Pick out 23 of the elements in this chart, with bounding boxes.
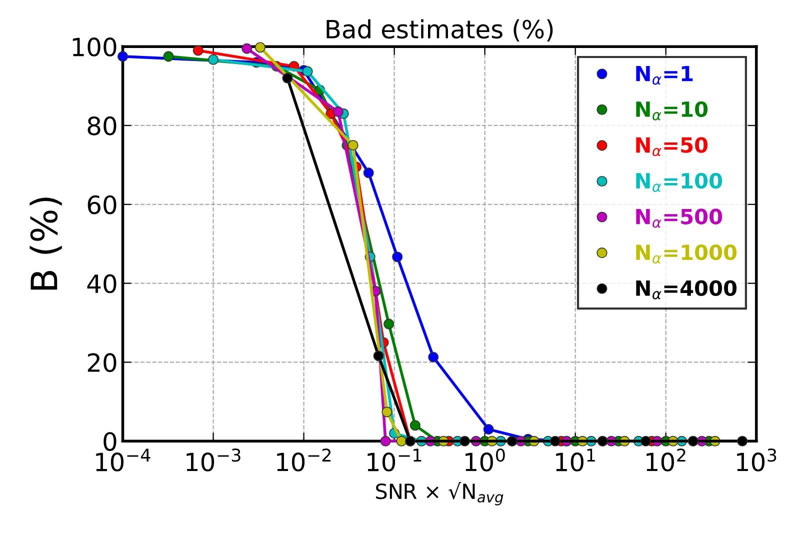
- x-tick-label: 10$^{−3}$: [186, 448, 240, 472]
- legend-label: N$_{α}$=100: [636, 172, 722, 192]
- legend-label: N$_{α}$=1000: [636, 244, 737, 264]
- y-tick-label: 40: [87, 274, 116, 294]
- legend-label: N$_{α}$=4000: [636, 280, 737, 300]
- y-tick-label: 0: [104, 432, 116, 451]
- x-axis-title: SNR × √N$_{avg}$: [376, 482, 504, 506]
- x-tick-label: 10$^{2}$: [646, 448, 686, 472]
- y-axis-title: B (%): [30, 198, 62, 290]
- legend-label: N$_{α}$=500: [636, 208, 722, 228]
- chart-title: Bad estimates (%): [326, 19, 553, 42]
- y-tick-label: 60: [88, 195, 116, 214]
- x-tick-label: 10$^{−1}$: [368, 448, 422, 472]
- x-tick-label: 10$^{3}$: [737, 448, 776, 472]
- y-tick-label: 20: [88, 353, 116, 372]
- x-tick-label: 10$^{1}$: [556, 448, 595, 472]
- legend-label: N$_{α}$=50: [636, 137, 708, 156]
- legend-label: N$_{α}$=10: [636, 101, 708, 120]
- x-tick-label: 10$^{0}$: [466, 448, 505, 472]
- y-tick-label: 80: [88, 116, 116, 136]
- y-tick-label: 100: [72, 38, 116, 56]
- legend-label: N$_{α}$=1: [636, 66, 693, 85]
- x-tick-label: 10$^{−2}$: [277, 448, 331, 472]
